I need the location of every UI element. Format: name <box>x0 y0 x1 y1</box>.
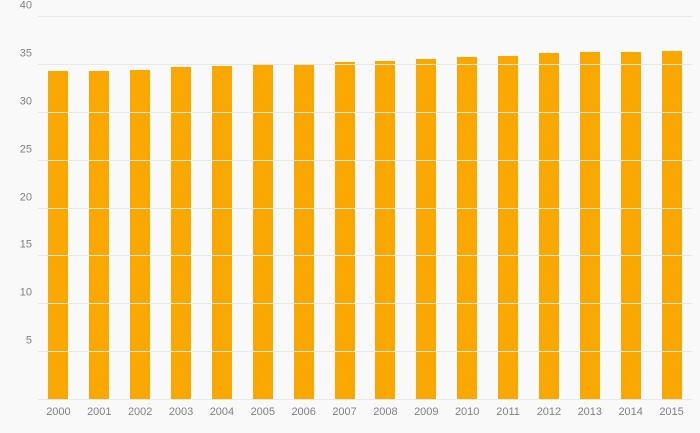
y-axis-tick-label: 10 <box>19 286 32 299</box>
bar[interactable] <box>252 64 273 400</box>
bar-slot: 2008 <box>365 17 406 418</box>
gridline <box>38 16 692 17</box>
gridline <box>38 255 692 257</box>
bar-slot: 2010 <box>447 17 488 418</box>
y-axis-tick-label: 25 <box>19 143 32 156</box>
y-axis-tick-label: 35 <box>19 47 32 60</box>
bar[interactable] <box>211 65 232 400</box>
plot-area: 2000 2001 2002 2003 2004 2005 2006 2007 2008 2009… <box>20 0 692 418</box>
gridline <box>38 111 692 113</box>
gridline <box>38 399 692 400</box>
x-axis-tick-label: 2011 <box>496 406 520 418</box>
y-axis-tick-label: 40 <box>19 0 32 12</box>
y-axis-tick-label: 5 <box>25 334 32 347</box>
x-axis-tick-label: 2005 <box>250 406 276 418</box>
bar-slot: 2015 <box>651 17 692 418</box>
gridline <box>38 351 692 353</box>
bar-slot: 2004 <box>202 17 243 418</box>
x-axis-tick-label: 2015 <box>659 406 684 418</box>
bar-slot: 2003 <box>161 17 202 418</box>
bar[interactable] <box>375 61 396 400</box>
bar-series: 2000 2001 2002 2003 2004 2005 2006 2007 2008 2009… <box>38 17 692 418</box>
x-axis-tick-label: 2000 <box>46 406 71 418</box>
bar-slot: 2000 <box>38 17 79 418</box>
bar[interactable] <box>130 69 151 400</box>
y-axis-tick-label: 15 <box>19 238 32 251</box>
bar[interactable] <box>498 56 519 400</box>
bar[interactable] <box>661 51 682 400</box>
x-axis-tick-label: 2014 <box>618 406 643 418</box>
bar[interactable] <box>293 63 314 400</box>
bar-slot: 2012 <box>529 17 570 418</box>
bar-slot: 2007 <box>324 17 365 418</box>
gridline <box>38 63 692 65</box>
y-axis-tick-label: 30 <box>19 95 32 108</box>
bar[interactable] <box>171 66 192 400</box>
bar-slot: 2009 <box>406 17 447 418</box>
bar[interactable] <box>89 70 110 400</box>
y-axis-tick-label: 20 <box>19 191 32 203</box>
gridline <box>38 159 692 161</box>
bar[interactable] <box>334 62 355 400</box>
gridline <box>38 207 692 209</box>
x-axis-tick-label: 2012 <box>536 406 562 418</box>
x-axis-tick-label: 2003 <box>168 406 194 418</box>
x-axis-tick-label: 2010 <box>454 406 480 418</box>
bar[interactable] <box>620 52 641 400</box>
bar-slot: 2005 <box>242 17 283 418</box>
bar[interactable] <box>579 52 600 400</box>
bar[interactable] <box>538 53 559 400</box>
bar-slot: 2002 <box>120 17 161 418</box>
x-axis-tick-label: 2013 <box>577 406 603 418</box>
x-axis-tick-label: 2006 <box>291 406 316 418</box>
x-axis-tick-label: 2001 <box>87 406 112 418</box>
bar-slot: 2014 <box>610 17 651 418</box>
x-axis-tick-label: 2008 <box>373 406 398 418</box>
bar[interactable] <box>416 59 437 400</box>
x-axis-tick-label: 2007 <box>332 406 357 418</box>
bar-slot: 2013 <box>569 17 610 418</box>
bar[interactable] <box>457 57 478 400</box>
x-axis-tick-label: 2002 <box>127 406 153 418</box>
x-axis-tick-label: 2004 <box>209 406 235 418</box>
bar-slot: 2011 <box>488 17 529 418</box>
x-axis-tick-label: 2009 <box>414 406 439 418</box>
bar[interactable] <box>48 70 69 400</box>
bar-slot: 2001 <box>79 17 120 418</box>
gridline <box>38 303 692 305</box>
bar-slot: 2006 <box>283 17 324 418</box>
